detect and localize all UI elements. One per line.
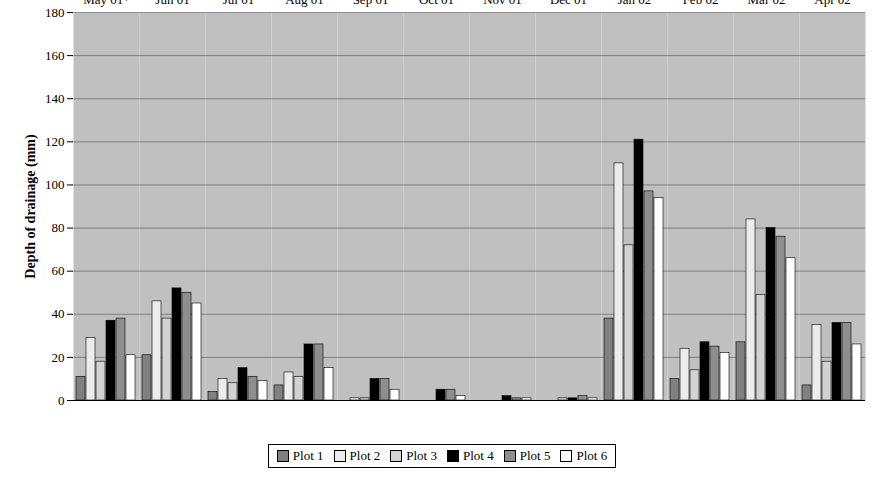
- svg-text:Jun 01: Jun 01: [155, 0, 189, 7]
- html-text:Plot 3: Plot 3: [406, 448, 437, 463]
- svg-text:120: 120: [45, 134, 65, 149]
- svg-text:Depth of drainage (mm): Depth of drainage (mm): [23, 134, 39, 279]
- svg-text:0: 0: [58, 393, 65, 408]
- svg-text:100: 100: [45, 177, 65, 192]
- svg-text:Sep 01: Sep 01: [353, 0, 389, 7]
- html-text:Plot 6: Plot 6: [576, 448, 608, 463]
- svg-text:Jan 02: Jan 02: [618, 0, 652, 7]
- html-text:Plot 4: Plot 4: [463, 448, 494, 463]
- html-text:Plot 2: Plot 2: [349, 448, 381, 463]
- svg-text:180: 180: [45, 5, 65, 20]
- svg-text:Mar 02: Mar 02: [748, 0, 786, 7]
- svg-text:Apr 02: Apr 02: [814, 0, 850, 7]
- svg-text:Dec 01: Dec 01: [550, 0, 587, 7]
- html-text:Plot 1: Plot 1: [292, 448, 324, 463]
- svg-text:Jul 01: Jul 01: [223, 0, 254, 7]
- svg-text:May 01*: May 01*: [83, 0, 130, 7]
- svg-text:60: 60: [52, 263, 65, 278]
- svg-text:Feb 02: Feb 02: [683, 0, 719, 7]
- svg-text:140: 140: [45, 91, 65, 106]
- svg-text:Aug 01: Aug 01: [285, 0, 324, 7]
- svg-text:Nov 01: Nov 01: [483, 0, 522, 7]
- html-text:Plot 5: Plot 5: [519, 448, 551, 463]
- svg-text:80: 80: [52, 220, 65, 235]
- svg-text:20: 20: [52, 350, 65, 365]
- svg-text:Oct 01: Oct 01: [419, 0, 454, 7]
- svg-text:160: 160: [45, 48, 65, 63]
- svg-text:40: 40: [52, 306, 65, 321]
